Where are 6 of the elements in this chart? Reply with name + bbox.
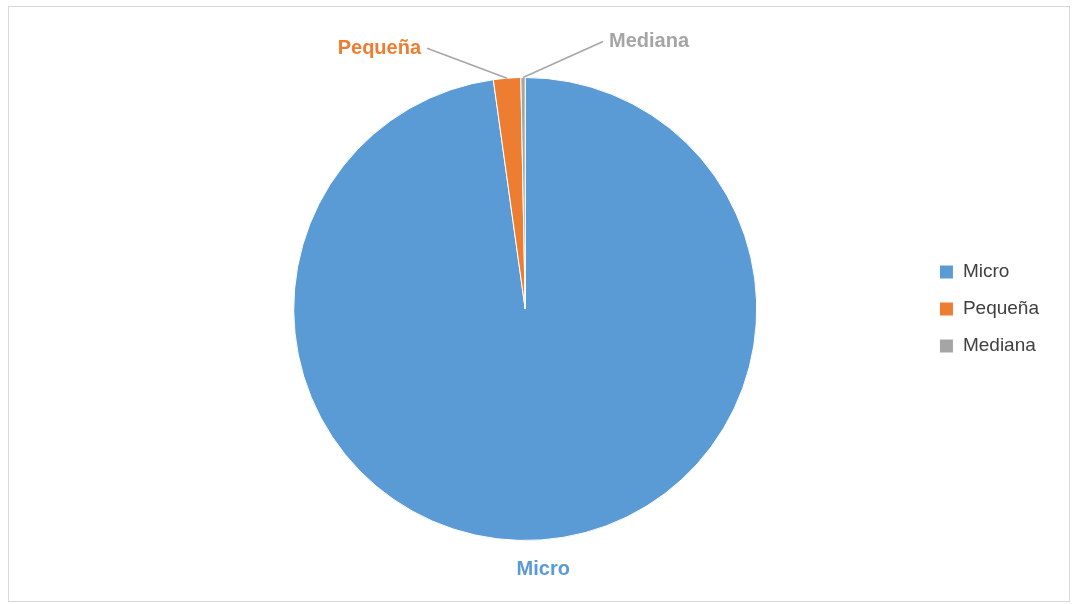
- slice-label: Mediana: [609, 29, 690, 52]
- legend-label: Pequeña: [962, 297, 1040, 319]
- slice-label: Micro: [516, 557, 570, 580]
- slice-label: Pequeña: [337, 35, 422, 58]
- legend-label: Mediana: [962, 334, 1037, 356]
- legend-label: Micro: [962, 260, 1010, 282]
